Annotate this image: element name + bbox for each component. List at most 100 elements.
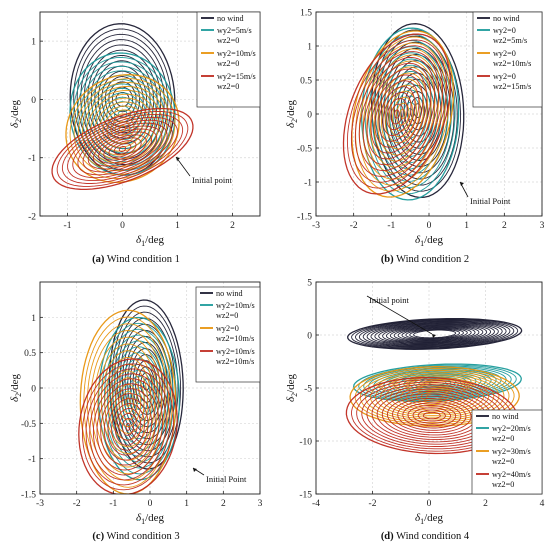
legend-label: wz2=10m/s bbox=[216, 334, 254, 343]
series-ring bbox=[350, 45, 444, 183]
series-ring bbox=[393, 326, 476, 342]
series-ring bbox=[92, 131, 153, 167]
x-axis-label: δ1/deg bbox=[415, 512, 444, 526]
series-ring bbox=[355, 36, 451, 192]
series-ring bbox=[346, 39, 448, 189]
y-axis-label: δ2/deg bbox=[285, 373, 299, 402]
series-ring bbox=[378, 86, 416, 142]
legend-label: no wind bbox=[216, 289, 243, 298]
y-tick-label: -15 bbox=[299, 491, 312, 501]
series-ring bbox=[374, 80, 420, 148]
series-ring bbox=[72, 119, 173, 179]
series-ring bbox=[118, 146, 127, 152]
series-ring bbox=[409, 328, 461, 339]
y-tick-label: -1 bbox=[28, 154, 36, 164]
x-tick-label: 2 bbox=[221, 499, 226, 509]
series-4 bbox=[78, 358, 178, 494]
chart-panel-2: -3 -2 -1 0 1 2 3 -1.5 -1 -0.5 0 0.5 1 1.5 δ1/deg δ2/deg… bbox=[285, 9, 545, 266]
series-ring bbox=[377, 72, 428, 156]
series-ring bbox=[111, 370, 145, 434]
series-ring bbox=[118, 125, 127, 133]
series-ring bbox=[96, 383, 160, 471]
series-ring bbox=[378, 323, 492, 345]
legend-label: wy2=0 bbox=[216, 324, 239, 333]
legend: no windwy2=20m/swz2=0wy2=30m/swz2=0wy2=4… bbox=[471, 409, 543, 495]
series-ring bbox=[366, 321, 503, 347]
series-ring bbox=[82, 125, 163, 173]
legend-label: wz2=0 bbox=[217, 59, 239, 68]
series-ring bbox=[385, 378, 485, 415]
annotation-arrowhead bbox=[432, 334, 436, 338]
x-axis-label: δ1/deg bbox=[136, 512, 165, 526]
x-tick-label: 0 bbox=[427, 499, 432, 509]
series-ring bbox=[392, 96, 414, 132]
x-tick-label: 0 bbox=[427, 221, 432, 231]
legend-label: wz2=0 bbox=[492, 457, 514, 466]
series-ring bbox=[392, 398, 472, 434]
annotation: Initial Point bbox=[192, 467, 247, 484]
x-axis-label: δ1/deg bbox=[136, 234, 165, 248]
series-ring bbox=[366, 68, 428, 160]
series-ring bbox=[384, 47, 452, 174]
x-tick-label: 4 bbox=[540, 499, 545, 509]
series-ring bbox=[354, 51, 440, 177]
y-tick-label: -10 bbox=[299, 438, 312, 448]
plot-area bbox=[78, 299, 184, 494]
series-ring bbox=[87, 128, 158, 170]
series-ring bbox=[113, 143, 132, 155]
series-ring bbox=[412, 407, 452, 424]
y-tick-label: 1 bbox=[31, 38, 36, 48]
x-tick-label: 1 bbox=[184, 499, 189, 509]
series-ring bbox=[108, 140, 137, 158]
legend-label: wz2=0 bbox=[492, 434, 514, 443]
series-ring bbox=[401, 327, 468, 341]
y-tick-label: -1.5 bbox=[297, 213, 312, 223]
series-ring bbox=[370, 74, 424, 154]
series-ring bbox=[99, 87, 146, 141]
series-ring bbox=[358, 56, 436, 172]
legend-label: wy2=15m/s bbox=[217, 72, 256, 81]
series-ring bbox=[405, 386, 464, 407]
series-ring bbox=[386, 97, 408, 131]
series-ring bbox=[92, 378, 164, 476]
x-tick-label: -3 bbox=[36, 499, 44, 509]
series-4 bbox=[342, 33, 452, 195]
series-ring bbox=[125, 422, 131, 431]
series-ring bbox=[130, 381, 148, 416]
legend-label: no wind bbox=[493, 14, 520, 23]
y-tick-label: 0.5 bbox=[24, 349, 36, 359]
legend-label: wy2=20m/s bbox=[492, 424, 531, 433]
annotation-arrow bbox=[175, 156, 191, 177]
x-tick-label: -1 bbox=[109, 499, 117, 509]
series-ring bbox=[390, 103, 404, 125]
annotation-text: Initial point bbox=[192, 175, 233, 185]
legend-label: wy2=40m/s bbox=[492, 470, 531, 479]
x-tick-label: 1 bbox=[175, 221, 180, 231]
x-tick-label: -2 bbox=[369, 499, 377, 509]
series-ring bbox=[106, 334, 172, 463]
series-ring bbox=[103, 393, 153, 461]
series-ring bbox=[84, 70, 161, 158]
x-tick-label: 1 bbox=[464, 221, 469, 231]
x-axis-label: δ1/deg bbox=[415, 234, 444, 248]
series-ring bbox=[118, 383, 138, 421]
y-tick-label: 0 bbox=[31, 385, 36, 395]
series-ring bbox=[114, 408, 142, 446]
series-ring bbox=[392, 83, 428, 145]
legend-label: wz2=15m/s bbox=[493, 82, 531, 91]
series-ring bbox=[402, 402, 462, 429]
chart-panel-3: -3 -2 -1 0 1 2 3 -1.5 -1 -0.5 0 0.5 1 δ1/deg δ2/deg no … bbox=[9, 281, 263, 542]
x-tick-label: -1 bbox=[64, 221, 72, 231]
legend: no windwy2=0wz2=5m/swy2=0wz2=10m/swy2=0w… bbox=[472, 11, 543, 108]
x-tick-label: 2 bbox=[230, 221, 235, 231]
series-ring bbox=[355, 319, 515, 349]
series-ring bbox=[97, 343, 159, 461]
chart-panel-4: -4 -2 0 2 4 -15 -10 -5 0 5 δ1/deg δ2/deg no wind wy2=… bbox=[285, 279, 545, 543]
series-ring bbox=[386, 395, 477, 436]
x-tick-label: -1 bbox=[387, 221, 395, 231]
legend-label: no wind bbox=[492, 412, 519, 421]
panel-caption: (c) Wind condition 3 bbox=[92, 531, 179, 542]
legend-label: wy2=10m/s bbox=[217, 49, 256, 58]
annotation-text: Initial point bbox=[369, 295, 410, 305]
series-ring bbox=[382, 324, 488, 344]
